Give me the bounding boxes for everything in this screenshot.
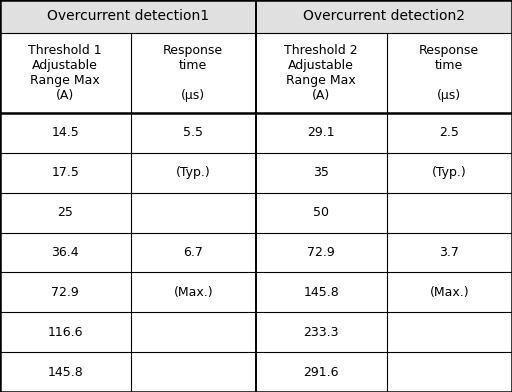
Text: 145.8: 145.8 (48, 366, 83, 379)
Text: 6.7: 6.7 (183, 246, 203, 259)
Bar (387, 352, 512, 392)
Bar (387, 272, 512, 312)
Bar (256, 0, 512, 33)
Bar (256, 352, 387, 392)
Text: 14.5: 14.5 (51, 127, 79, 140)
Bar (131, 272, 256, 312)
Bar (131, 193, 256, 232)
Bar (131, 312, 256, 352)
Text: (Typ.): (Typ.) (432, 166, 466, 179)
Bar (256, 193, 387, 232)
Bar (0, 193, 131, 232)
Bar (131, 232, 256, 272)
Bar (387, 33, 512, 113)
Bar (131, 352, 256, 392)
Text: (Max.): (Max.) (430, 286, 469, 299)
Text: 72.9: 72.9 (307, 246, 335, 259)
Bar (387, 193, 512, 232)
Text: 72.9: 72.9 (51, 286, 79, 299)
Bar (0, 272, 131, 312)
Bar (256, 113, 387, 153)
Bar (0, 153, 131, 193)
Bar (0, 0, 256, 33)
Text: 5.5: 5.5 (183, 127, 203, 140)
Bar (387, 113, 512, 153)
Bar (256, 312, 387, 352)
Text: 116.6: 116.6 (48, 326, 83, 339)
Text: 36.4: 36.4 (52, 246, 79, 259)
Bar (256, 232, 387, 272)
Bar (0, 352, 131, 392)
Text: Overcurrent detection1: Overcurrent detection1 (47, 9, 209, 24)
Text: Response
time

(μs): Response time (μs) (163, 44, 223, 102)
Bar (0, 312, 131, 352)
Text: 145.8: 145.8 (304, 286, 339, 299)
Bar (0, 113, 131, 153)
Bar (131, 33, 256, 113)
Text: 3.7: 3.7 (439, 246, 459, 259)
Text: 17.5: 17.5 (51, 166, 79, 179)
Bar (256, 272, 387, 312)
Bar (131, 153, 256, 193)
Text: 233.3: 233.3 (304, 326, 339, 339)
Bar (387, 312, 512, 352)
Text: 29.1: 29.1 (308, 127, 335, 140)
Text: Response
time

(μs): Response time (μs) (419, 44, 479, 102)
Text: 291.6: 291.6 (304, 366, 339, 379)
Text: Threshold 2
Adjustable
Range Max
(A): Threshold 2 Adjustable Range Max (A) (285, 44, 358, 102)
Bar (0, 33, 131, 113)
Bar (256, 33, 387, 113)
Text: 50: 50 (313, 206, 329, 219)
Text: 35: 35 (313, 166, 329, 179)
Bar (256, 153, 387, 193)
Text: (Max.): (Max.) (174, 286, 213, 299)
Text: (Typ.): (Typ.) (176, 166, 210, 179)
Text: 2.5: 2.5 (439, 127, 459, 140)
Text: Threshold 1
Adjustable
Range Max
(A): Threshold 1 Adjustable Range Max (A) (29, 44, 102, 102)
Bar (387, 232, 512, 272)
Bar (131, 113, 256, 153)
Bar (387, 153, 512, 193)
Text: Overcurrent detection2: Overcurrent detection2 (303, 9, 465, 24)
Bar (0, 232, 131, 272)
Text: 25: 25 (57, 206, 73, 219)
